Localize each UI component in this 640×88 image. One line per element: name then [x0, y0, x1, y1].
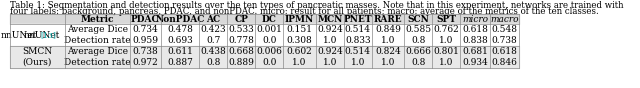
- Text: 0.8: 0.8: [411, 36, 426, 45]
- Text: 0.618: 0.618: [492, 47, 518, 56]
- Text: 0.666: 0.666: [405, 47, 431, 56]
- Text: 0.151: 0.151: [287, 25, 312, 34]
- Bar: [10, 35, 519, 46]
- Text: NonPDAC: NonPDAC: [156, 15, 205, 23]
- Text: 0.001: 0.001: [257, 25, 282, 34]
- Text: 1.0: 1.0: [439, 58, 454, 67]
- Text: 0.7: 0.7: [206, 36, 220, 45]
- Text: [13]: [13]: [40, 31, 56, 39]
- Text: 0.824: 0.824: [375, 47, 401, 56]
- Text: 0.585: 0.585: [405, 25, 431, 34]
- Text: 0.972: 0.972: [132, 58, 158, 67]
- Bar: [10, 14, 519, 24]
- Text: Detection rate: Detection rate: [64, 36, 131, 45]
- Text: SMCN: SMCN: [22, 47, 52, 56]
- Text: (Ours): (Ours): [22, 58, 52, 67]
- Text: SCN: SCN: [408, 15, 429, 23]
- Text: Metric: Metric: [81, 15, 114, 23]
- Text: 0.762: 0.762: [433, 25, 460, 34]
- Text: 1.0: 1.0: [323, 58, 337, 67]
- Text: 0.548: 0.548: [492, 25, 518, 34]
- Text: 0.0: 0.0: [262, 58, 276, 67]
- Text: 0.308: 0.308: [287, 36, 312, 45]
- Text: 0.0: 0.0: [262, 36, 276, 45]
- Text: Average Dice: Average Dice: [67, 47, 128, 56]
- Text: nnUNet: nnUNet: [24, 31, 61, 40]
- Text: 0.611: 0.611: [167, 47, 193, 56]
- Text: 0.423: 0.423: [200, 25, 226, 34]
- Text: CP: CP: [234, 15, 248, 23]
- Text: 1.0: 1.0: [381, 36, 396, 45]
- Text: AC: AC: [206, 15, 220, 23]
- Text: 0.838: 0.838: [462, 36, 488, 45]
- Text: 0.801: 0.801: [433, 47, 460, 56]
- Text: 0.934: 0.934: [462, 58, 488, 67]
- Text: 0.734: 0.734: [132, 25, 158, 34]
- Text: MCN: MCN: [317, 15, 342, 23]
- Text: PDAC: PDAC: [131, 15, 160, 23]
- Text: Table 1: Segmentation and detection results over the ten types of pancreatic mas: Table 1: Segmentation and detection resu…: [10, 1, 623, 10]
- Text: Average Dice: Average Dice: [67, 25, 128, 34]
- Text: 0.738: 0.738: [492, 36, 518, 45]
- Bar: [10, 24, 519, 35]
- Text: 0.8: 0.8: [206, 58, 220, 67]
- Text: four labels: background, pancreas, PDAC, and nonPDAC. micro: result for all pati: four labels: background, pancreas, PDAC,…: [10, 7, 598, 16]
- Text: 0.668: 0.668: [228, 47, 254, 56]
- Text: 0.681: 0.681: [462, 47, 488, 56]
- Text: PNET: PNET: [344, 15, 372, 23]
- Text: 1.0: 1.0: [292, 58, 307, 67]
- Text: 0.924: 0.924: [317, 47, 342, 56]
- Text: 0.006: 0.006: [257, 47, 282, 56]
- Text: 0.478: 0.478: [167, 25, 193, 34]
- Text: SPT: SPT: [436, 15, 456, 23]
- Text: 1.0: 1.0: [439, 36, 454, 45]
- Text: 0.738: 0.738: [132, 47, 158, 56]
- Bar: [10, 57, 519, 68]
- Text: 0.849: 0.849: [375, 25, 401, 34]
- Text: 0.693: 0.693: [167, 36, 193, 45]
- Text: IPMN: IPMN: [285, 15, 314, 23]
- Text: 0.778: 0.778: [228, 36, 254, 45]
- Text: DC: DC: [262, 15, 276, 23]
- Text: 0.8: 0.8: [411, 58, 426, 67]
- Text: nnUNet: nnUNet: [1, 31, 37, 40]
- Text: 0.924: 0.924: [317, 25, 342, 34]
- Text: macro: macro: [490, 15, 519, 23]
- Text: micro: micro: [462, 15, 488, 23]
- Text: 1.0: 1.0: [323, 36, 337, 45]
- Text: 0.846: 0.846: [492, 58, 518, 67]
- Text: 0.514: 0.514: [345, 25, 371, 34]
- Text: 0.514: 0.514: [345, 47, 371, 56]
- Text: 0.889: 0.889: [228, 58, 254, 67]
- Text: Detection rate: Detection rate: [64, 58, 131, 67]
- Text: 0.887: 0.887: [167, 58, 193, 67]
- Text: 0.618: 0.618: [462, 25, 488, 34]
- Text: 0.533: 0.533: [228, 25, 254, 34]
- Text: 1.0: 1.0: [351, 58, 365, 67]
- Text: 1.0: 1.0: [381, 58, 396, 67]
- Bar: [10, 46, 519, 57]
- Text: RARE: RARE: [374, 15, 403, 23]
- Text: 0.602: 0.602: [287, 47, 312, 56]
- Text: 0.438: 0.438: [200, 47, 226, 56]
- Text: 0.833: 0.833: [345, 36, 371, 45]
- Text: 0.959: 0.959: [132, 36, 158, 45]
